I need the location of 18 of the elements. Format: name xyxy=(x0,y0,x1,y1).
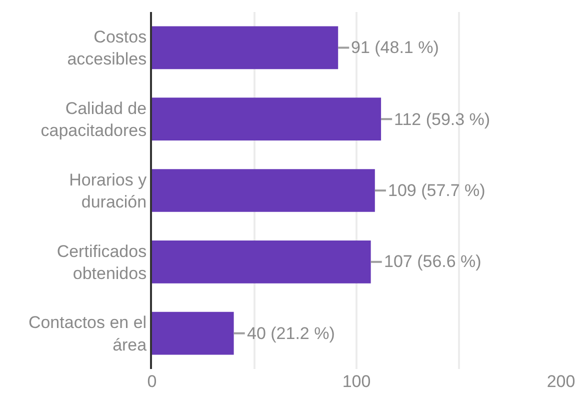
y-tick-label: Contactos en el área xyxy=(28,313,148,354)
data-label: 109 (57.7 %) xyxy=(388,181,486,200)
data-label: 107 (56.6 %) xyxy=(384,252,482,271)
data-label: 91 (48.1 %) xyxy=(351,38,439,57)
bar xyxy=(152,240,371,284)
bar xyxy=(152,98,382,141)
data-label: 40 (21.2 %) xyxy=(247,324,335,343)
bar xyxy=(152,312,234,355)
x-tick-label: 200 xyxy=(546,372,576,391)
x-tick-label: 100 xyxy=(342,372,371,391)
y-tick-label: Certificados obtenidos xyxy=(56,242,147,283)
y-tick-label: Calidad de capacitadores xyxy=(40,99,147,140)
y-tick-label: Horarios y duración xyxy=(69,170,148,212)
y-tick-label: Costos accesibles xyxy=(67,28,147,69)
bar xyxy=(152,26,338,70)
bar xyxy=(152,169,375,212)
data-label: 112 (59.3 %) xyxy=(394,110,490,129)
x-tick-label: 0 xyxy=(147,372,157,391)
